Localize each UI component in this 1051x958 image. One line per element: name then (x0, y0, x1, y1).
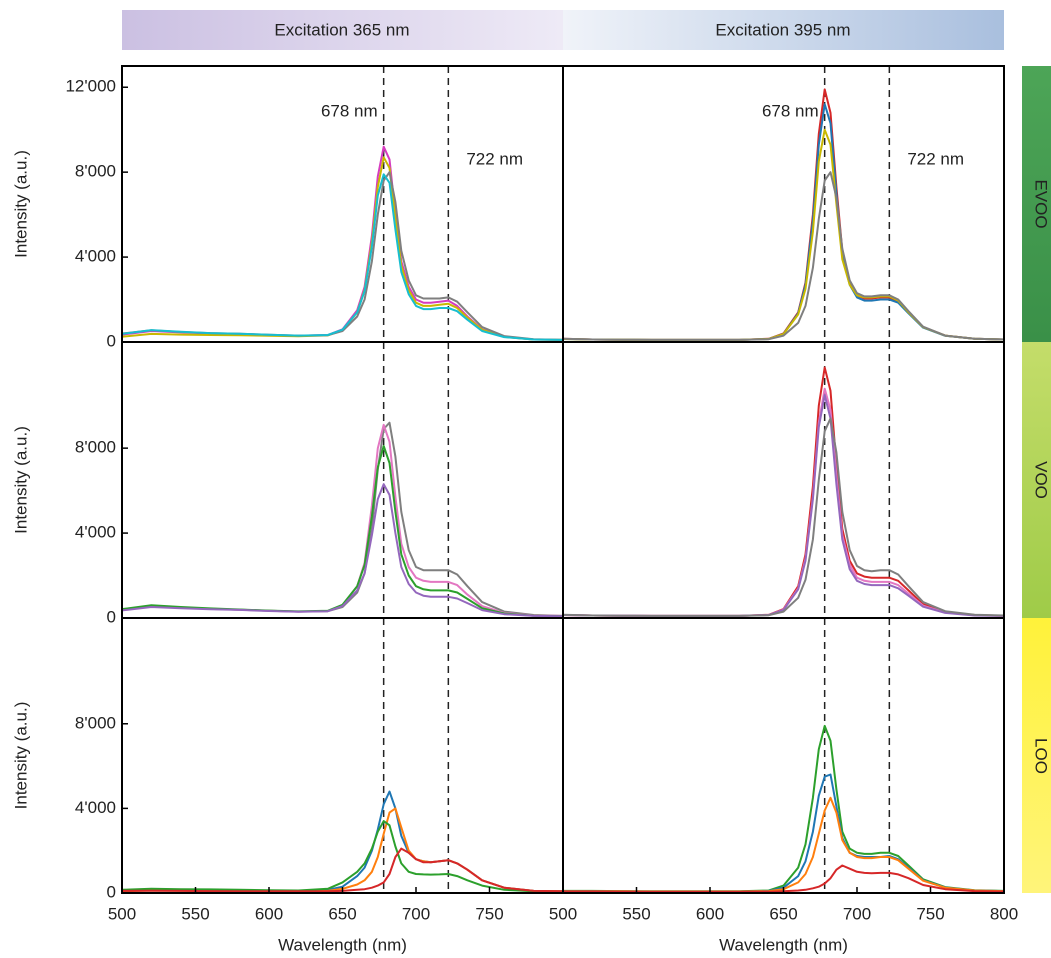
spectrum-line (121, 847, 564, 893)
row-bar (1022, 66, 1051, 342)
spectrum-line (121, 423, 564, 617)
plot-frame (121, 341, 564, 619)
y-axis-label: Intensity (a.u.) (11, 150, 30, 258)
spectrum-line (121, 173, 564, 341)
y-tick-label: 0 (107, 607, 116, 626)
header-bar (122, 10, 563, 50)
row-label: LOO (1032, 738, 1051, 774)
spectrum-line (562, 171, 1005, 341)
plot-frame (562, 341, 1005, 619)
spectrum-line (121, 156, 564, 341)
spectrum-line (121, 445, 564, 618)
spectrum-line (562, 387, 1005, 617)
spectrum-line (562, 88, 1005, 341)
y-tick-label: 8'000 (75, 438, 116, 457)
annotation: 678 nm (321, 101, 378, 120)
column-title: Excitation 395 nm (715, 20, 850, 39)
x-axis-label: Wavelength (nm) (278, 935, 407, 954)
x-tick-label: 750 (475, 904, 503, 923)
x-tick-label: 800 (990, 904, 1018, 923)
x-tick-label: 600 (255, 904, 283, 923)
x-tick-label: 700 (843, 904, 871, 923)
x-tick-label: 500 (108, 904, 136, 923)
spectrum-line (563, 773, 1005, 893)
spectrum-line (563, 724, 1005, 893)
plot-frame (562, 617, 1005, 894)
spectrum-line (562, 417, 1005, 617)
y-tick-label: 0 (107, 882, 116, 901)
y-tick-label: 4'000 (75, 523, 116, 542)
spectrum-line (121, 171, 564, 341)
spectrum-line (121, 790, 564, 893)
header-bar (563, 10, 1004, 50)
spectrum-line (563, 796, 1005, 893)
x-tick-label: 600 (696, 904, 724, 923)
x-tick-label: 650 (328, 904, 356, 923)
x-tick-label: 650 (769, 904, 797, 923)
y-tick-label: 8'000 (75, 713, 116, 732)
annotation: 722 nm (466, 149, 523, 168)
plot-frame (121, 617, 564, 894)
row-bar (1022, 342, 1051, 618)
row-bar (1022, 618, 1051, 893)
x-tick-label: 700 (402, 904, 430, 923)
row-label: VOO (1032, 461, 1051, 499)
annotation: 722 nm (907, 149, 964, 168)
x-tick-label: 550 (622, 904, 650, 923)
spectrum-line (121, 421, 564, 617)
y-tick-label: 8'000 (75, 162, 116, 181)
spectrum-line (562, 366, 1005, 617)
x-axis-label: Wavelength (nm) (719, 935, 848, 954)
y-tick-label: 4'000 (75, 247, 116, 266)
spectrum-line (563, 864, 1005, 893)
y-axis-label: Intensity (a.u.) (11, 702, 30, 810)
spectrum-line (562, 103, 1005, 341)
y-axis-label: Intensity (a.u.) (11, 426, 30, 534)
x-tick-label: 500 (549, 904, 577, 923)
y-tick-label: 0 (107, 331, 116, 350)
spectrum-line (121, 145, 564, 341)
spectrum-line (121, 807, 564, 893)
row-label: EVOO (1032, 179, 1051, 228)
y-tick-label: 4'000 (75, 798, 116, 817)
column-title: Excitation 365 nm (274, 20, 409, 39)
annotation: 678 nm (762, 101, 819, 120)
x-tick-label: 550 (181, 904, 209, 923)
y-tick-label: 12'000 (65, 77, 116, 96)
spectrum-line (121, 820, 564, 893)
x-tick-label: 750 (916, 904, 944, 923)
spectrum-line (562, 394, 1005, 617)
spectrum-line (121, 483, 564, 618)
